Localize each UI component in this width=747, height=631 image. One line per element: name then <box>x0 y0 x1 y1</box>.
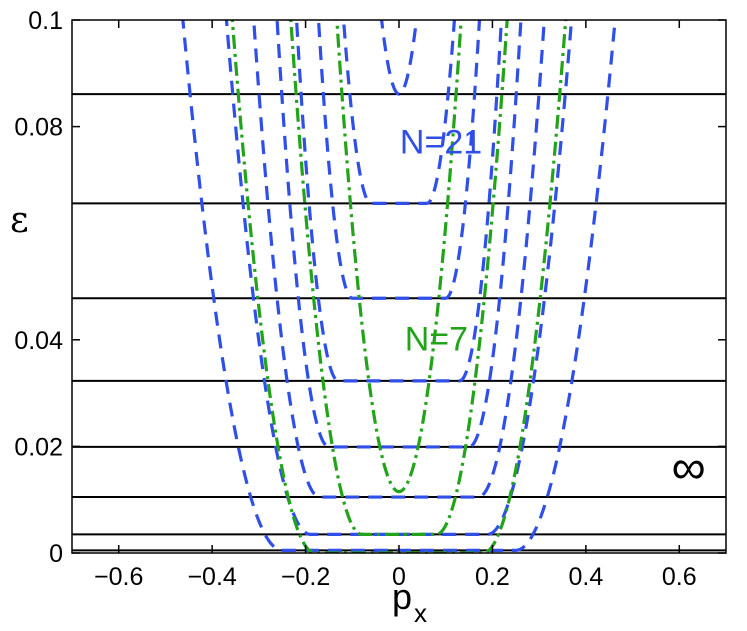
chart-annotation: N=7 <box>405 320 468 358</box>
n21-band-curve <box>341 20 457 205</box>
y-tick-label: 0.04 <box>14 327 63 355</box>
x-axis-label-subscript: x <box>414 598 427 628</box>
n21-band-curve <box>379 20 419 96</box>
x-tick-label: 0.2 <box>475 563 510 591</box>
x-tick-label: 0.4 <box>568 563 603 591</box>
x-tick-label: −0.4 <box>187 563 236 591</box>
chart-annotation: N=21 <box>400 123 482 161</box>
y-axis-label: ε <box>10 200 29 241</box>
x-tick-label: −0.6 <box>94 563 143 591</box>
y-tick-label: 0.08 <box>14 114 63 142</box>
x-tick-label: 0 <box>392 563 406 591</box>
x-tick-label: 0.6 <box>662 563 697 591</box>
y-tick-label: 0.02 <box>14 433 63 461</box>
y-tick-label: 0 <box>49 540 63 568</box>
plot-frame <box>71 19 727 554</box>
n21-band-curve <box>181 20 617 552</box>
n21-band-curve <box>316 20 482 300</box>
n7-band-curve <box>289 20 509 536</box>
n7-band-curve <box>335 20 463 494</box>
chart-annotation: ∞ <box>672 442 706 495</box>
n21-band-curve <box>294 20 504 383</box>
x-tick-label: −0.2 <box>281 563 330 591</box>
y-tick-label: 0.1 <box>28 7 63 35</box>
n7-band-curve <box>230 20 568 553</box>
n21-band-curve <box>252 20 546 499</box>
n21-band-curve <box>224 20 574 536</box>
x-axis-label: p <box>392 576 412 617</box>
